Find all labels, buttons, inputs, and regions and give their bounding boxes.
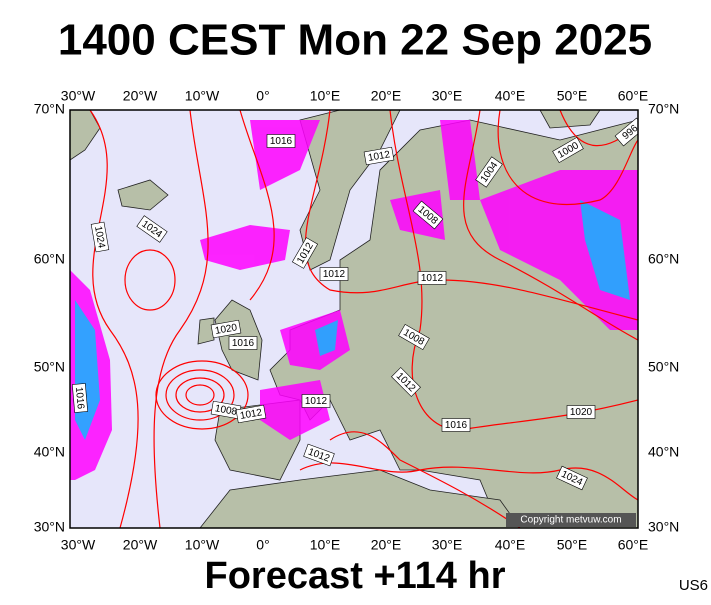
right-latitude-label: 40°N (648, 444, 679, 460)
isobar-label-group: 1012 (417, 271, 447, 285)
isobar-label: 1016 (73, 386, 86, 410)
axis-labels: 30°W 30°W 20°W 20°W 10°W 10°W 0° 0° 10°E 10°E 20°E… (34, 88, 680, 553)
bottom-longitude-label: 30°E (432, 537, 463, 553)
isobar-label-box (556, 465, 588, 491)
isobar-label: 1008 (214, 403, 238, 418)
isobar-label-box (475, 156, 503, 188)
left-latitude-label: 70°N (34, 101, 65, 117)
bottom-longitude-label: 20°W (123, 537, 158, 553)
isobar-label-group: 1012 (363, 146, 395, 166)
top-longitude-label: 20°E (371, 88, 402, 104)
isobar-label-box (291, 237, 319, 269)
isobar-label-box (319, 267, 349, 281)
top-longitude-label: 30°W (61, 88, 96, 104)
top-longitude-label: 20°W (123, 88, 158, 104)
title: 1400 CEST Mon 22 Sep 2025 (58, 16, 652, 65)
isobar-label-box (417, 271, 447, 285)
top-longitude-label: 30°E (432, 88, 463, 104)
right-latitude-label: 60°N (648, 251, 679, 267)
left-latitude-label: 40°N (34, 444, 65, 460)
isobar-label-box (210, 319, 242, 339)
isobar-label-box (552, 136, 584, 164)
bottom-longitude-label: 30°W (61, 537, 96, 553)
map-frame (69, 109, 639, 529)
isobar-label-box (301, 394, 331, 408)
footer: Forecast +114 hr (204, 555, 505, 597)
right-latitude-label: 50°N (648, 359, 679, 375)
isobar-label: 1012 (239, 407, 263, 422)
isobar-label-box (235, 404, 267, 424)
isobar-label: 1020 (570, 407, 593, 418)
isobar-label-box (441, 418, 471, 432)
isobar-label-box (363, 146, 395, 166)
bottom-longitude-label: 20°E (371, 537, 402, 553)
bottom-longitude-label: 10°E (310, 537, 341, 553)
isobar-label-group: 1016 (71, 383, 89, 413)
isobar-label-group: 1016 (266, 134, 296, 148)
bottom-longitude-label: 40°E (495, 537, 526, 553)
right-latitude-label: 30°N (648, 519, 679, 535)
isobar-label-box (412, 200, 444, 230)
top-longitude-label: 10°E (310, 88, 341, 104)
copyright-box (506, 513, 636, 527)
isobar-label-box (303, 443, 335, 467)
isobar-label-group: 1024 (90, 221, 110, 253)
bottom-longitude-label: 50°E (557, 537, 588, 553)
bottom-longitude-label: 60°E (618, 537, 649, 553)
top-longitude-label: 60°E (618, 88, 649, 104)
isobar-label: 1012 (305, 396, 328, 407)
isobar-label-group: 1016 (228, 336, 258, 350)
isobar-label-group: 1012 (235, 404, 267, 424)
left-latitude-label: 30°N (34, 519, 65, 535)
isobar-label: 1012 (323, 269, 346, 280)
isobar-label-group: 1020 (566, 405, 596, 419)
isobar-label-box (228, 336, 258, 350)
model-code: US6 (679, 577, 708, 594)
isobar-label-group: 1012 (319, 267, 349, 281)
isobar-label-box (266, 134, 296, 148)
top-longitude-label: 10°W (185, 88, 220, 104)
isobar-label: 1016 (445, 420, 468, 431)
isobar-label: 1016 (270, 136, 293, 147)
isobar-label-group: 1012 (301, 394, 331, 408)
isobar-label-box (71, 383, 89, 413)
isobar-label-group: 1016 (441, 418, 471, 432)
isobar-label-box (391, 367, 421, 397)
right-latitude-label: 70°N (648, 101, 679, 117)
left-latitude-label: 50°N (34, 359, 65, 375)
top-longitude-label: 0° (256, 88, 269, 104)
isobar-label-box (90, 221, 110, 253)
top-longitude-label: 50°E (557, 88, 588, 104)
top-longitude-label: 40°E (495, 88, 526, 104)
isobar-label: 1012 (367, 149, 391, 164)
isobar-label: 1016 (232, 338, 255, 349)
bottom-longitude-label: 10°W (185, 537, 220, 553)
isobar-label-box (398, 323, 430, 351)
isobar-label-box (136, 215, 168, 243)
isobar-label-box (566, 405, 596, 419)
isobar-label: 1012 (421, 273, 444, 284)
isobar-label-group: 1020 (210, 319, 242, 339)
copyright: Copyright metvuw.com (520, 515, 621, 526)
isobar-label: 1020 (214, 322, 238, 337)
left-latitude-label: 60°N (34, 251, 65, 267)
isobar-label: 1024 (92, 225, 107, 249)
bottom-longitude-label: 0° (256, 537, 269, 553)
